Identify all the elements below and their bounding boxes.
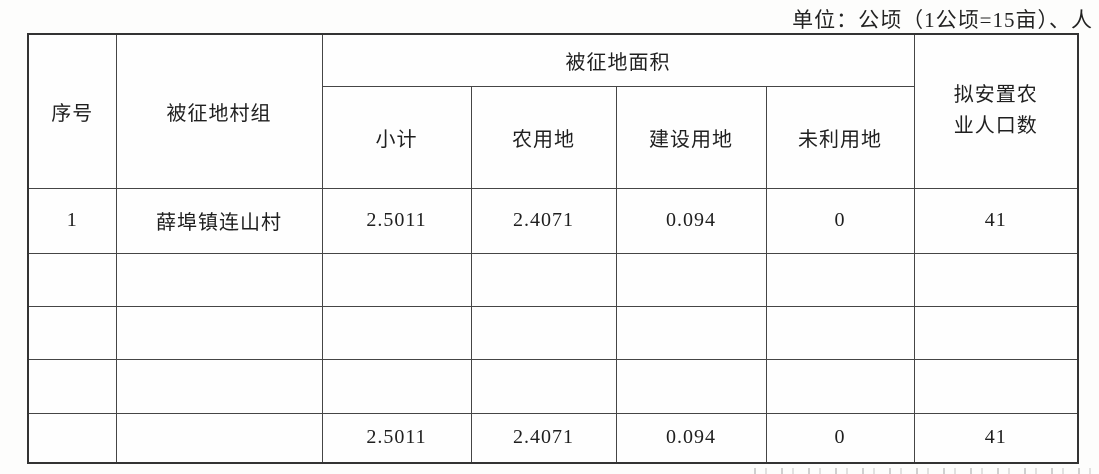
cell-agricultural-land xyxy=(470,305,617,360)
cell-construction-land xyxy=(615,252,767,307)
cell-village-group xyxy=(115,252,323,307)
cell-unused-land: 0 xyxy=(765,187,915,254)
cell-construction-land xyxy=(615,305,767,360)
header-row-1: 序号 被征地村组 被征地面积 拟安置农业人口数 xyxy=(27,33,1079,189)
cell-subtotal xyxy=(321,305,472,360)
cell-unused-land xyxy=(765,358,915,414)
table-row xyxy=(27,305,1079,360)
total-row: 2.5011 2.4071 0.094 0 41 xyxy=(27,412,1079,464)
cell-construction-land: 0.094 xyxy=(615,412,767,464)
cell-subtotal: 2.5011 xyxy=(321,187,472,254)
cell-resettled-population xyxy=(913,305,1079,360)
cell-unused-land xyxy=(765,252,915,307)
cell-subtotal xyxy=(321,252,472,307)
cell-agricultural-land xyxy=(470,252,617,307)
cell-agricultural-land xyxy=(470,358,617,414)
cell-unused-land: 0 xyxy=(765,412,915,464)
resettled-population-label: 拟安置农业人口数 xyxy=(953,84,1038,138)
header-row-2: 小计 农用地 建设用地 未利用地 xyxy=(28,85,1078,189)
cell-agricultural-land: 2.4071 xyxy=(470,412,617,464)
unit-label: 单位：公顷（1公顷=15亩）、人 xyxy=(792,8,1093,32)
col-header-subtotal: 小计 xyxy=(321,85,472,189)
col-header-village-group: 被征地村组 xyxy=(115,33,323,189)
cell-resettled-population xyxy=(913,358,1079,414)
col-header-construction-land: 建设用地 xyxy=(615,85,767,189)
cell-resettled-population: 41 xyxy=(913,412,1079,464)
col-header-agricultural-land: 农用地 xyxy=(470,85,617,189)
cell-subtotal: 2.5011 xyxy=(321,412,472,464)
col-header-area-group: 被征地面积 xyxy=(321,33,915,87)
cell-subtotal xyxy=(321,358,472,414)
col-header-resettled-population: 拟安置农业人口数 xyxy=(913,33,1079,189)
table-row xyxy=(27,252,1079,307)
cell-serial xyxy=(27,358,117,414)
cell-construction-land: 0.094 xyxy=(615,187,767,254)
table-row xyxy=(27,358,1079,414)
cell-resettled-population xyxy=(913,252,1079,307)
col-header-serial: 序号 xyxy=(27,33,117,189)
cell-agricultural-land: 2.4071 xyxy=(470,187,617,254)
cell-resettled-population: 41 xyxy=(913,187,1079,254)
cell-unused-land xyxy=(765,305,915,360)
cell-serial xyxy=(27,305,117,360)
cell-serial: 1 xyxy=(27,187,117,254)
cell-village-group: 薛埠镇连山村 xyxy=(115,187,323,254)
cell-village-group xyxy=(115,412,323,464)
cell-serial xyxy=(27,412,117,464)
col-header-unused-land: 未利用地 xyxy=(765,85,915,189)
land-requisition-table: 序号 被征地村组 被征地面积 拟安置农业人口数 小计 农用地 建设用地 未利用地… xyxy=(27,33,1079,464)
cell-village-group xyxy=(115,358,323,414)
cell-construction-land xyxy=(615,358,767,414)
clipped-text-fragment xyxy=(754,468,1094,474)
table-row: 1 薛埠镇连山村 2.5011 2.4071 0.094 0 41 xyxy=(27,187,1079,254)
cell-village-group xyxy=(115,305,323,360)
cell-serial xyxy=(27,252,117,307)
